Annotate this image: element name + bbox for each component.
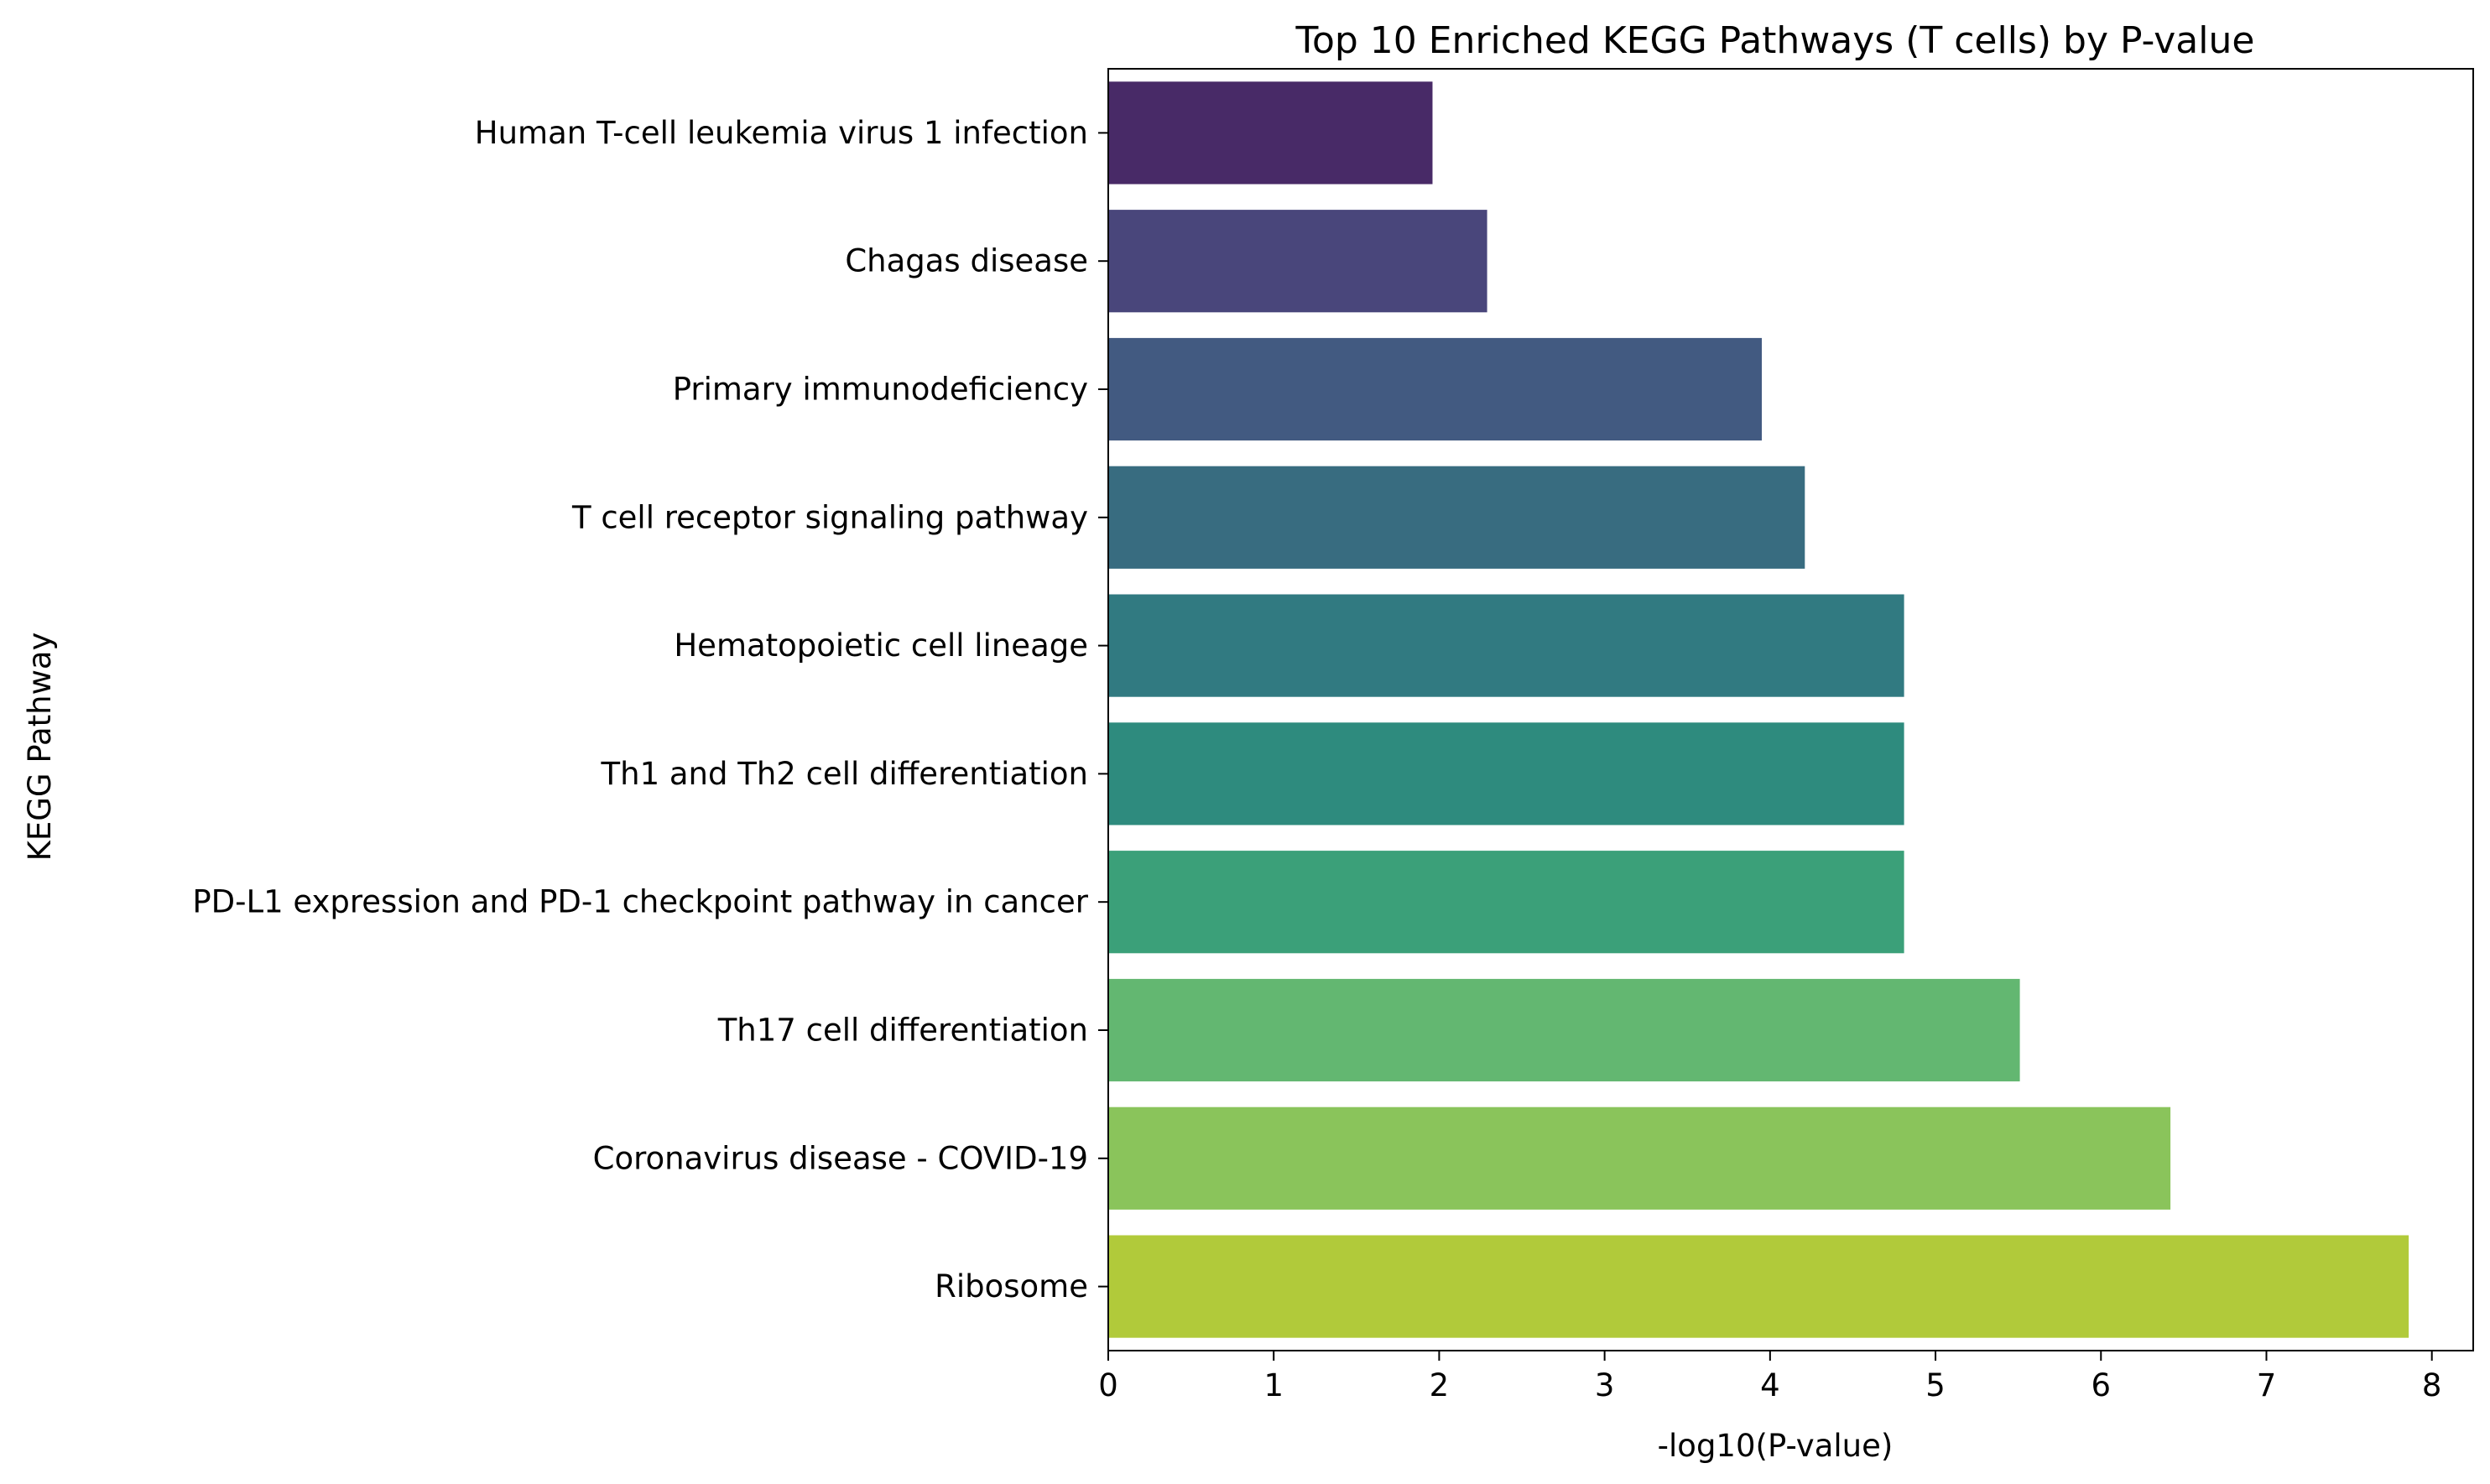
bar [1108, 851, 1904, 954]
bar [1108, 210, 1487, 313]
x-tick-label: 8 [2422, 1367, 2442, 1403]
y-tick-label: Primary immunodeficiency [673, 372, 1088, 408]
y-tick-label: Human T-cell leukemia virus 1 infection [475, 115, 1088, 151]
y-axis-label: KEGG Pathway [22, 633, 58, 862]
bar [1108, 722, 1904, 825]
bar [1108, 81, 1433, 185]
x-tick-label: 6 [2091, 1367, 2111, 1403]
bar [1108, 1235, 2409, 1338]
x-tick-label: 1 [1263, 1367, 1284, 1403]
x-tick-label: 7 [2257, 1367, 2277, 1403]
x-tick-label: 2 [1430, 1367, 1450, 1403]
bar [1108, 466, 1805, 569]
y-tick-label: Hematopoietic cell lineage [674, 627, 1088, 664]
y-tick-label: Ribosome [935, 1268, 1088, 1304]
y-tick-label: Th1 and Th2 cell differentiation [601, 756, 1088, 792]
x-tick-label: 0 [1098, 1367, 1118, 1403]
x-axis-label: -log10(P-value) [1658, 1428, 1894, 1464]
x-tick-label: 5 [1925, 1367, 1946, 1403]
x-tick-label: 4 [1760, 1367, 1780, 1403]
y-tick-label: PD-L1 expression and PD-1 checkpoint pat… [192, 884, 1088, 920]
bar [1108, 978, 2020, 1082]
bar [1108, 594, 1904, 697]
y-tick-label: Chagas disease [845, 243, 1088, 279]
plot-frame [1107, 68, 2474, 1351]
bar [1108, 1106, 2171, 1210]
x-tick-label: 3 [1595, 1367, 1615, 1403]
plot-area: Human T-cell leukemia virus 1 infection C… [192, 68, 2474, 1403]
y-tick-label: Th17 cell differentiation [717, 1013, 1088, 1049]
y-tick-label: Coronavirus disease - COVID-19 [593, 1140, 1088, 1176]
chart-title: Top 10 Enriched KEGG Pathways (T cells) … [1295, 19, 2255, 62]
bar [1108, 337, 1762, 441]
y-tick-label: T cell receptor signaling pathway [571, 499, 1088, 535]
